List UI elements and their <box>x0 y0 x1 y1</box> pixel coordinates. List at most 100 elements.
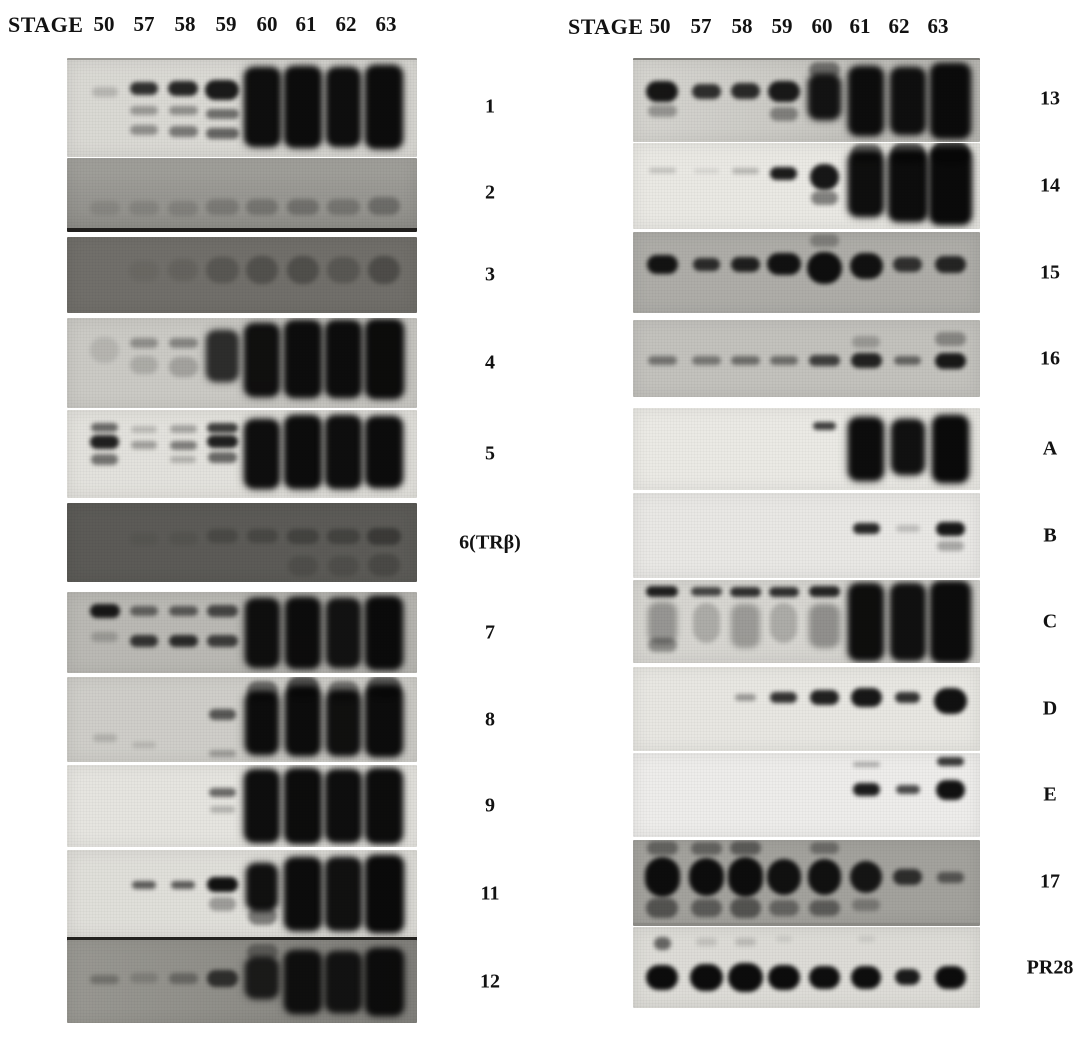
blot-band <box>648 602 677 645</box>
stage-number-right-59: 59 <box>771 14 793 38</box>
blot-band <box>809 355 840 367</box>
blot-band <box>246 256 279 285</box>
blot-band <box>132 880 156 889</box>
blot-band <box>646 586 679 598</box>
blot-row-PR28: PR28 <box>633 927 1080 1008</box>
blot-band <box>326 689 361 756</box>
blot-row-7: 7 <box>67 592 557 673</box>
blot-band <box>245 957 280 1000</box>
blot-band <box>284 65 322 148</box>
blot-band <box>811 191 838 206</box>
blot-band <box>809 965 840 989</box>
blot-band <box>894 356 922 366</box>
blot-band <box>893 869 923 886</box>
blot-band <box>129 338 159 349</box>
blot-band <box>129 532 159 545</box>
blot-band <box>768 900 800 917</box>
blot-band <box>168 606 198 617</box>
blot-band <box>895 969 921 986</box>
blot-row-D: D <box>633 667 1080 751</box>
blot-band <box>727 962 764 992</box>
blot-band <box>848 582 885 661</box>
blot-band <box>207 529 238 544</box>
blot-band <box>367 553 401 576</box>
strip-label-3: 3 <box>485 263 495 286</box>
stage-number-right-63: 63 <box>927 14 949 38</box>
blot-row-1: 1 <box>67 58 557 157</box>
strip-label-16: 16 <box>1040 347 1060 369</box>
blot-band <box>246 199 279 215</box>
blot-band <box>244 323 281 398</box>
blot-band <box>646 80 679 102</box>
blot-band <box>170 455 196 463</box>
blot-band <box>90 434 120 449</box>
strip-label-13: 13 <box>1040 87 1060 110</box>
blot-band <box>850 687 882 707</box>
blot-band <box>648 104 677 117</box>
blot-row-C: C <box>633 580 1080 663</box>
blot-band <box>208 896 236 911</box>
blot-band <box>809 842 840 855</box>
blot-row-3: 3 <box>67 237 557 313</box>
blot-row-9: 9 <box>67 765 557 847</box>
blot-band <box>768 586 800 597</box>
stage-number-right-50: 50 <box>649 14 671 38</box>
blot-strip-9 <box>67 765 417 847</box>
blot-band <box>852 523 880 535</box>
blot-band <box>207 422 238 433</box>
blot-strip-E <box>633 753 980 837</box>
blot-band <box>209 805 236 813</box>
blot-band <box>934 687 967 714</box>
blot-band <box>810 689 839 705</box>
blot-band <box>208 750 236 757</box>
blot-band <box>168 356 198 377</box>
blot-band <box>769 107 799 122</box>
strip-label-6(TRβ): 6(TRβ) <box>459 531 521 553</box>
blot-band <box>167 200 199 216</box>
blot-band <box>365 595 403 670</box>
blot-band <box>691 899 722 918</box>
blot-band <box>91 423 119 433</box>
blot-band <box>324 320 363 399</box>
blot-strip-4 <box>67 318 417 408</box>
blot-band <box>89 604 121 619</box>
blot-band <box>693 168 720 173</box>
blot-band <box>646 964 679 990</box>
blot-band <box>244 769 281 843</box>
blot-band <box>325 66 362 147</box>
stage-number-right-62: 62 <box>888 14 910 38</box>
blot-band <box>168 634 198 647</box>
blot-band <box>168 126 198 138</box>
blot-band <box>848 151 884 218</box>
blot-band <box>649 168 676 174</box>
blot-band <box>206 128 239 140</box>
stage-number-left-58: 58 <box>174 12 196 36</box>
blot-band <box>731 604 760 649</box>
blot-band <box>934 965 966 989</box>
blot-band <box>367 196 401 215</box>
blot-band <box>89 201 121 216</box>
blot-band <box>895 691 921 703</box>
strip-label-D: D <box>1042 697 1058 720</box>
blot-column-left: 1 2 3 4 5 6(TRβ) 7 8 9 11 12 <box>67 0 557 1043</box>
blot-band <box>770 691 798 703</box>
blot-band <box>689 963 724 991</box>
blot-band <box>735 937 756 946</box>
blot-row-12: 12 <box>67 940 557 1023</box>
blot-band <box>365 416 403 489</box>
blot-band <box>246 862 279 911</box>
blot-band <box>735 693 756 701</box>
blot-band <box>168 338 198 349</box>
blot-band <box>809 900 840 917</box>
blot-band <box>287 556 319 577</box>
blot-band <box>851 335 881 348</box>
blot-band <box>207 634 238 647</box>
blot-band <box>169 440 197 450</box>
blot-band <box>286 528 320 544</box>
blot-row-8: 8 <box>67 677 557 762</box>
blot-band <box>128 261 160 282</box>
blot-band <box>850 861 883 894</box>
blot-strip-6(TRβ) <box>67 503 417 582</box>
blot-band <box>934 352 966 369</box>
